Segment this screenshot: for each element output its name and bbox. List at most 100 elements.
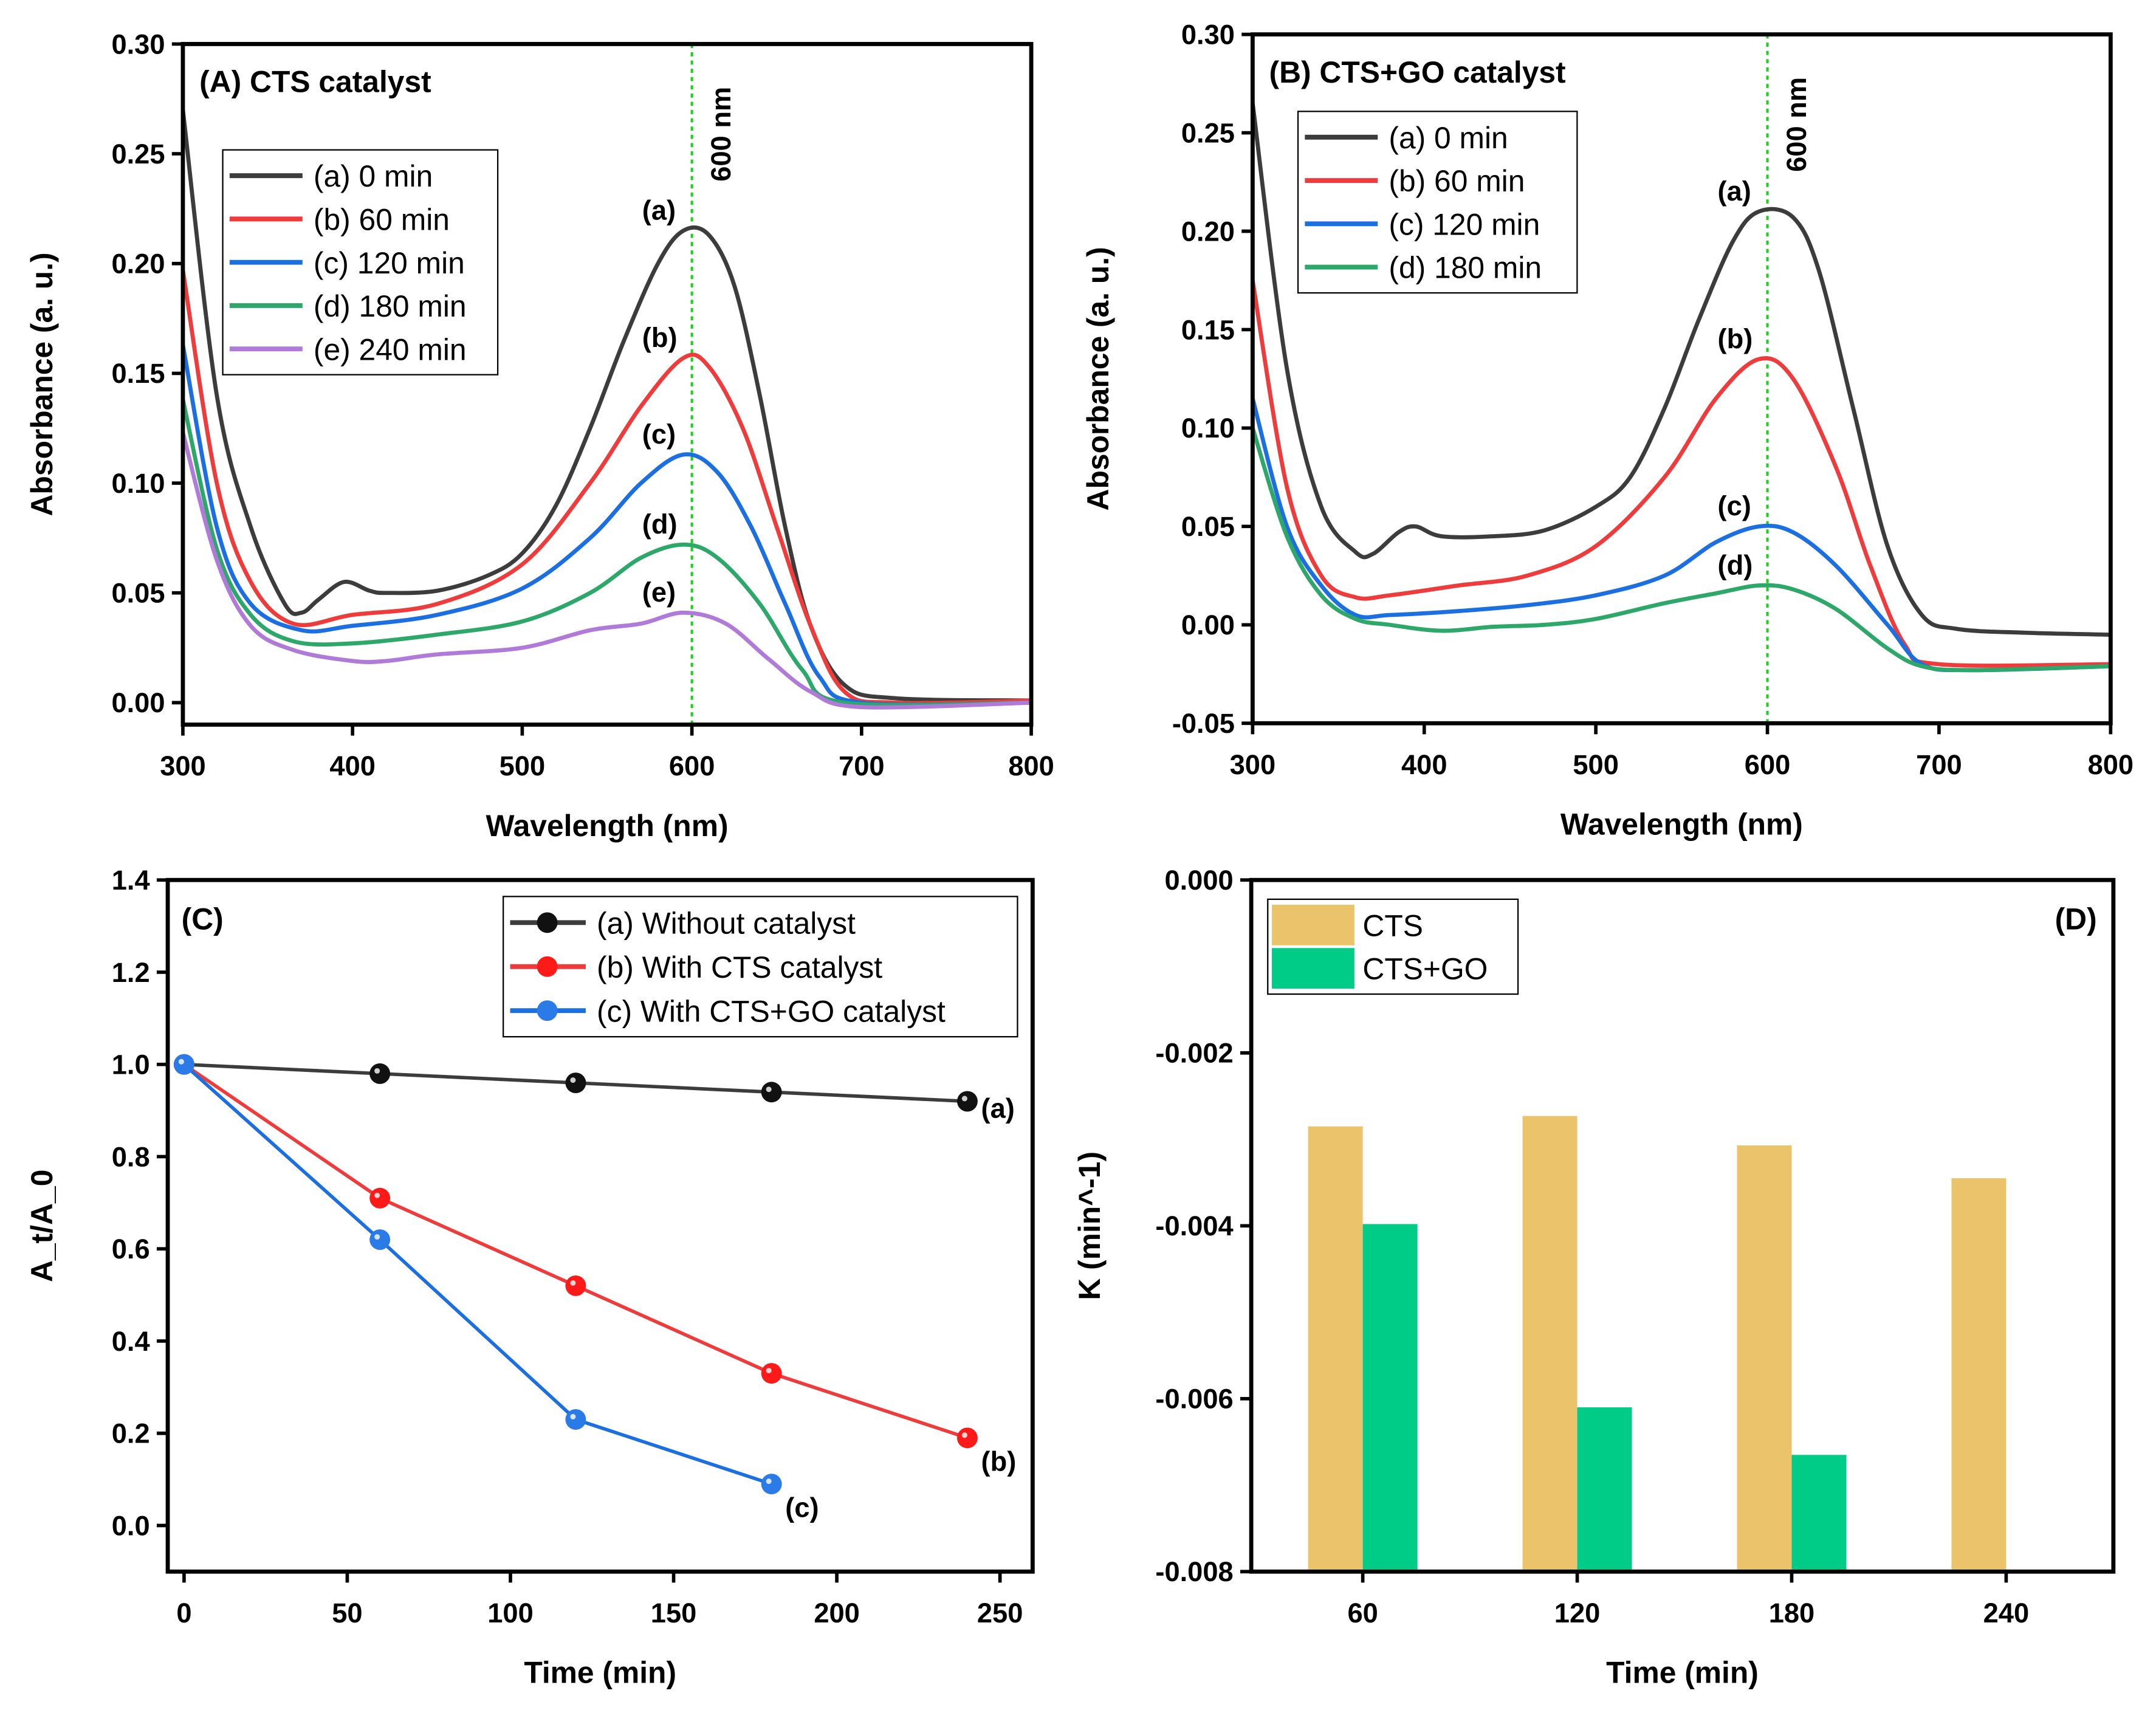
- series-line-(c): [182, 344, 1032, 707]
- series-line-(b): [1252, 280, 2111, 668]
- x-tick-label: 800: [1008, 750, 1054, 781]
- y-tick-label: 0.05: [1181, 511, 1235, 542]
- series-label-(a): (a): [642, 194, 676, 225]
- data-point-(b): [761, 1363, 782, 1384]
- x-tick-label: 400: [1401, 749, 1447, 780]
- panel-title: (D): [2055, 902, 2097, 936]
- series-line-(b): [183, 1063, 968, 1440]
- reference-line-label: 600 nm: [706, 87, 736, 182]
- data-point-highlight: [961, 1432, 967, 1438]
- legend-marker: [537, 1000, 558, 1021]
- legend-label: (a) 0 min: [314, 159, 433, 193]
- y-axis-label: Absorbance (a. u.): [25, 252, 59, 516]
- panel-d: 0.000 -0.002 -0.004 -0.006 -0.008 60 120 180 240…: [1073, 865, 2116, 1690]
- data-point-(c): [369, 1229, 391, 1251]
- series-label-(b): (b): [981, 1446, 1017, 1477]
- bar-cts-go-120: [1577, 1407, 1632, 1572]
- data-point-(c): [173, 1054, 194, 1075]
- y-tick-label: 0.25: [111, 139, 165, 170]
- y-tick-label: 0.2: [112, 1418, 150, 1449]
- legend-label: (b) With CTS catalyst: [597, 950, 882, 984]
- y-tick-label: 1.0: [112, 1049, 150, 1080]
- data-point-highlight: [961, 1096, 967, 1102]
- plot-frame: [1249, 877, 2116, 1574]
- y-tick-label: 0.15: [1181, 314, 1235, 345]
- legend-label: (d) 180 min: [314, 289, 467, 323]
- legend-marker: [537, 912, 558, 933]
- bar-cts-go-180: [1791, 1455, 1847, 1572]
- panel-title: (C): [182, 902, 224, 936]
- series-line-(b): [182, 270, 1032, 705]
- data-point-(a): [369, 1063, 391, 1084]
- bar-cts-go-60: [1362, 1224, 1418, 1572]
- legend-label: (c) 120 min: [1389, 207, 1540, 241]
- series-label-(d): (d): [1718, 549, 1753, 580]
- bar-cts-60: [1308, 1126, 1363, 1572]
- data-point-highlight: [766, 1086, 772, 1093]
- data-point-(c): [565, 1409, 586, 1430]
- x-tick-label: 180: [1769, 1598, 1815, 1628]
- y-tick-label: 1.2: [112, 957, 150, 988]
- data-point-highlight: [570, 1413, 576, 1419]
- panel-b: -0.05 0.00 0.05 0.10 0.15 0.20 0.25 0.30 300 400 5…: [1081, 19, 2134, 841]
- y-axis-label: K (min^-1): [1073, 1151, 1107, 1300]
- x-axis-label: Time (min): [1606, 1656, 1759, 1690]
- data-point-(c): [761, 1474, 782, 1495]
- x-tick-label: 100: [487, 1598, 534, 1628]
- x-axis-label: Wavelength (nm): [1560, 808, 1803, 842]
- data-point-(a): [761, 1082, 782, 1103]
- legend-box: [1297, 111, 1578, 294]
- x-tick-label: 300: [160, 750, 205, 781]
- y-tick-label: 0.25: [1181, 117, 1235, 148]
- legend-label: (a) 0 min: [1389, 121, 1508, 155]
- x-tick-label: 50: [332, 1598, 362, 1628]
- y-tick-label: -0.002: [1155, 1038, 1233, 1069]
- x-tick-label: 120: [1554, 1598, 1601, 1628]
- x-tick-label: 600: [1745, 749, 1791, 780]
- x-axis-label: Wavelength (nm): [486, 809, 728, 843]
- series-line-(c): [183, 1063, 772, 1486]
- series-line-(a): [182, 109, 1032, 703]
- y-tick-label: 0.15: [111, 358, 165, 389]
- data-point-highlight: [374, 1192, 380, 1198]
- series-line-(e): [182, 432, 1032, 710]
- y-tick-label: 0.20: [1181, 216, 1235, 247]
- plot-frame: [180, 42, 1034, 727]
- x-tick-label: 150: [651, 1598, 697, 1628]
- data-point-highlight: [374, 1234, 380, 1240]
- y-axis-label: Absorbance (a. u.): [1081, 247, 1115, 510]
- data-point-(b): [369, 1187, 391, 1209]
- legend-label: (c) With CTS+GO catalyst: [597, 994, 946, 1028]
- panel-title: (B) CTS+GO catalyst: [1269, 55, 1566, 89]
- x-tick-label: 240: [1983, 1598, 2030, 1628]
- y-tick-label: -0.004: [1155, 1210, 1233, 1241]
- legend-label: CTS+GO: [1362, 952, 1488, 986]
- panel-title: (A) CTS catalyst: [199, 65, 431, 99]
- legend-label: CTS: [1362, 908, 1423, 942]
- legend-swatch: [1272, 948, 1354, 989]
- y-tick-label: 0.00: [1181, 609, 1235, 640]
- bar-cts-180: [1737, 1145, 1792, 1572]
- x-axis-label: Time (min): [524, 1656, 676, 1690]
- data-point-highlight: [766, 1478, 772, 1484]
- y-tick-label: 0.4: [112, 1326, 150, 1357]
- series-line-(d): [182, 399, 1032, 707]
- y-tick-label: 0.05: [111, 578, 165, 609]
- series-line-(d): [1252, 427, 2111, 673]
- reference-line-label: 600 nm: [1781, 77, 1812, 172]
- y-tick-label: -0.05: [1172, 708, 1235, 739]
- plot-frame: [165, 877, 1035, 1574]
- y-tick-label: 0.00: [111, 687, 165, 718]
- series-label-(a): (a): [981, 1093, 1015, 1124]
- y-tick-label: -0.006: [1155, 1384, 1233, 1415]
- y-tick-label: 0.8: [112, 1141, 150, 1172]
- plot-area: [173, 1054, 978, 1495]
- data-point-highlight: [374, 1068, 380, 1074]
- plot-area: [182, 44, 1032, 725]
- series-line-(a): [1252, 103, 2111, 637]
- x-tick-label: 0: [176, 1598, 191, 1628]
- x-tick-label: 60: [1347, 1598, 1378, 1628]
- y-tick-label: 0.0: [112, 1510, 150, 1541]
- data-point-(b): [956, 1427, 978, 1449]
- x-tick-label: 500: [500, 750, 546, 781]
